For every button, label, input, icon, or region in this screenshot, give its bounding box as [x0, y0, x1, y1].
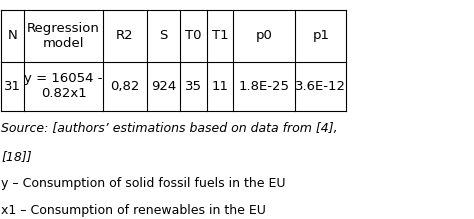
Text: 3.6E-12: 3.6E-12: [295, 80, 346, 93]
Text: 924: 924: [151, 80, 176, 93]
Text: 0,82: 0,82: [110, 80, 139, 93]
Text: N: N: [8, 29, 18, 42]
Text: Regression
model: Regression model: [27, 22, 100, 50]
Text: T1: T1: [212, 29, 228, 42]
Text: S: S: [159, 29, 168, 42]
Text: y – Consumption of solid fossil fuels in the EU: y – Consumption of solid fossil fuels in…: [1, 177, 286, 190]
Text: 31: 31: [4, 80, 21, 93]
Text: T0: T0: [185, 29, 202, 42]
Text: 11: 11: [211, 80, 228, 93]
Text: p0: p0: [256, 29, 273, 42]
Text: 35: 35: [185, 80, 202, 93]
Text: y = 16054 -
0.82x1: y = 16054 - 0.82x1: [24, 72, 103, 101]
Text: 1.8E-25: 1.8E-25: [239, 80, 290, 93]
Text: x1 – Consumption of renewables in the EU: x1 – Consumption of renewables in the EU: [1, 204, 266, 217]
Text: R2: R2: [116, 29, 134, 42]
Text: p1: p1: [312, 29, 329, 42]
Text: Source: [authors’ estimations based on data from [4],: Source: [authors’ estimations based on d…: [1, 122, 338, 135]
Text: [18]]: [18]]: [1, 150, 32, 163]
